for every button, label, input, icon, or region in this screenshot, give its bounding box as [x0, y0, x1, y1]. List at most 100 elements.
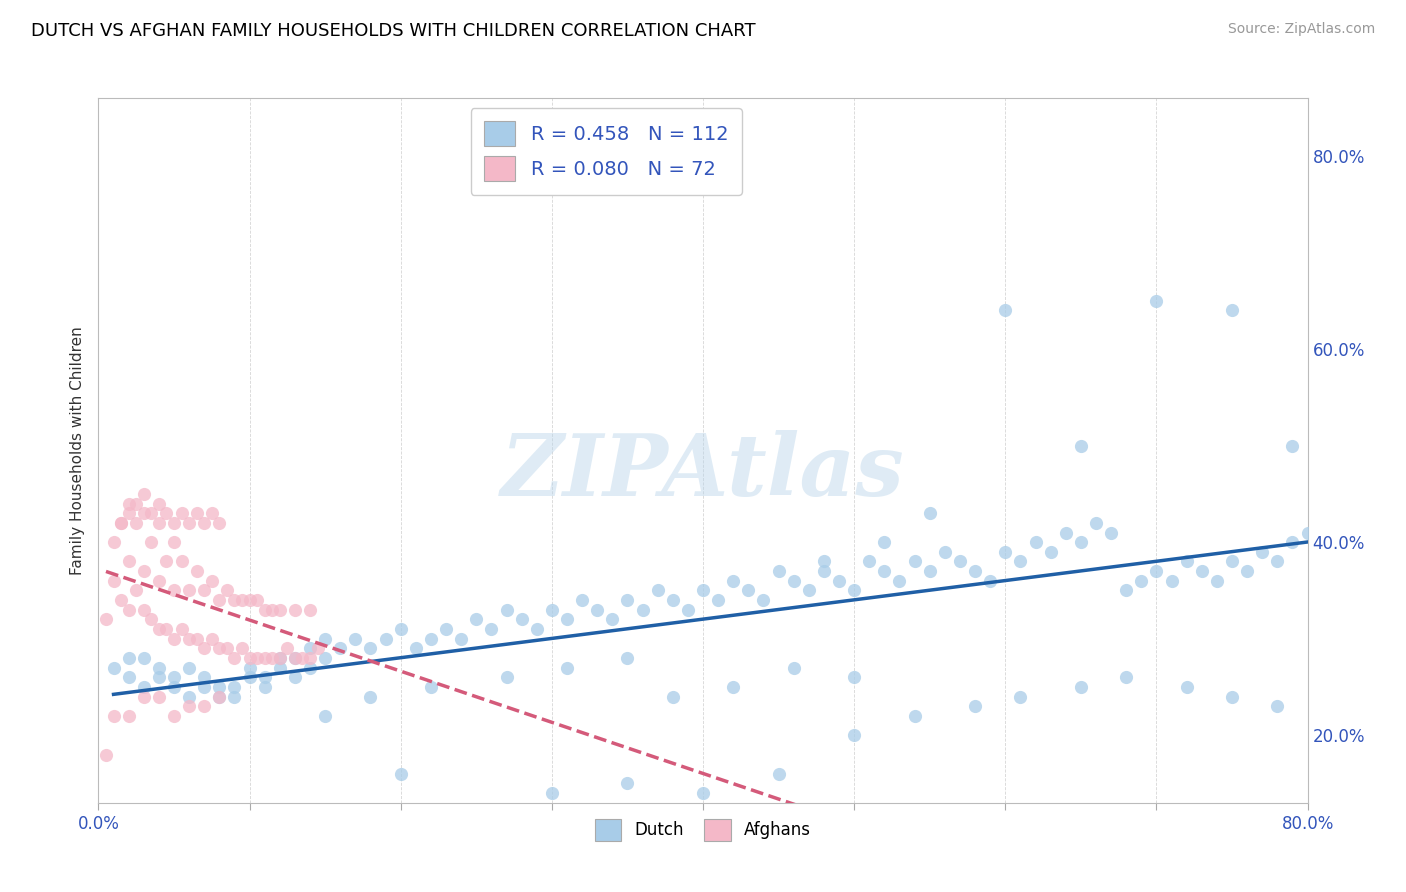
Point	[224, 680, 246, 694]
Point	[239, 651, 262, 665]
Point	[1024, 535, 1046, 549]
Point	[94, 747, 117, 762]
Point	[616, 776, 638, 790]
Point	[768, 564, 790, 578]
Point	[155, 506, 177, 520]
Point	[314, 632, 336, 646]
Point	[208, 690, 231, 704]
Point	[768, 767, 790, 781]
Point	[1039, 545, 1062, 559]
Point	[661, 593, 683, 607]
Point	[125, 497, 148, 511]
Point	[481, 622, 503, 636]
Point	[344, 632, 367, 646]
Point	[994, 545, 1017, 559]
Point	[873, 535, 896, 549]
Point	[1115, 583, 1137, 598]
Point	[1236, 564, 1258, 578]
Point	[813, 564, 835, 578]
Point	[118, 709, 141, 723]
Point	[844, 583, 866, 598]
Legend: Dutch, Afghans: Dutch, Afghans	[588, 813, 818, 847]
Point	[465, 612, 488, 626]
Point	[231, 593, 253, 607]
Point	[163, 516, 186, 530]
Point	[179, 699, 201, 714]
Point	[1220, 554, 1243, 568]
Point	[844, 670, 866, 684]
Y-axis label: Family Households with Children: Family Households with Children	[69, 326, 84, 574]
Point	[495, 670, 517, 684]
Point	[246, 651, 269, 665]
Point	[1296, 525, 1319, 540]
Point	[828, 574, 851, 588]
Point	[132, 651, 155, 665]
Point	[329, 641, 352, 656]
Point	[284, 670, 307, 684]
Text: ZIPAtlas: ZIPAtlas	[501, 430, 905, 514]
Point	[163, 535, 186, 549]
Point	[510, 612, 533, 626]
Text: Source: ZipAtlas.com: Source: ZipAtlas.com	[1227, 22, 1375, 37]
Point	[374, 632, 396, 646]
Point	[360, 690, 382, 704]
Point	[647, 583, 669, 598]
Point	[1267, 699, 1289, 714]
Point	[148, 516, 170, 530]
Point	[555, 612, 578, 626]
Point	[540, 603, 562, 617]
Point	[1070, 680, 1092, 694]
Point	[118, 506, 141, 520]
Point	[299, 641, 322, 656]
Point	[193, 641, 215, 656]
Point	[208, 641, 231, 656]
Point	[291, 651, 314, 665]
Point	[253, 603, 276, 617]
Point	[118, 497, 141, 511]
Point	[179, 516, 201, 530]
Point	[389, 622, 412, 636]
Point	[103, 574, 125, 588]
Point	[186, 506, 208, 520]
Point	[873, 564, 896, 578]
Point	[170, 554, 193, 568]
Point	[132, 603, 155, 617]
Point	[783, 574, 806, 588]
Point	[299, 603, 322, 617]
Point	[1070, 535, 1092, 549]
Point	[692, 786, 714, 800]
Point	[262, 603, 284, 617]
Point	[389, 767, 412, 781]
Point	[1175, 680, 1198, 694]
Point	[148, 497, 170, 511]
Point	[103, 535, 125, 549]
Point	[201, 506, 224, 520]
Point	[170, 506, 193, 520]
Point	[186, 632, 208, 646]
Point	[110, 516, 132, 530]
Point	[1010, 690, 1032, 704]
Point	[918, 506, 941, 520]
Point	[269, 660, 291, 674]
Point	[269, 651, 291, 665]
Point	[193, 699, 215, 714]
Point	[253, 680, 276, 694]
Point	[103, 709, 125, 723]
Point	[193, 516, 215, 530]
Point	[118, 603, 141, 617]
Point	[918, 564, 941, 578]
Point	[1144, 293, 1167, 308]
Point	[179, 690, 201, 704]
Point	[1144, 564, 1167, 578]
Point	[208, 680, 231, 694]
Point	[208, 516, 231, 530]
Point	[269, 603, 291, 617]
Point	[314, 651, 336, 665]
Point	[284, 651, 307, 665]
Point	[1267, 554, 1289, 568]
Point	[246, 593, 269, 607]
Point	[1070, 439, 1092, 453]
Point	[299, 660, 322, 674]
Point	[141, 535, 163, 549]
Point	[783, 660, 806, 674]
